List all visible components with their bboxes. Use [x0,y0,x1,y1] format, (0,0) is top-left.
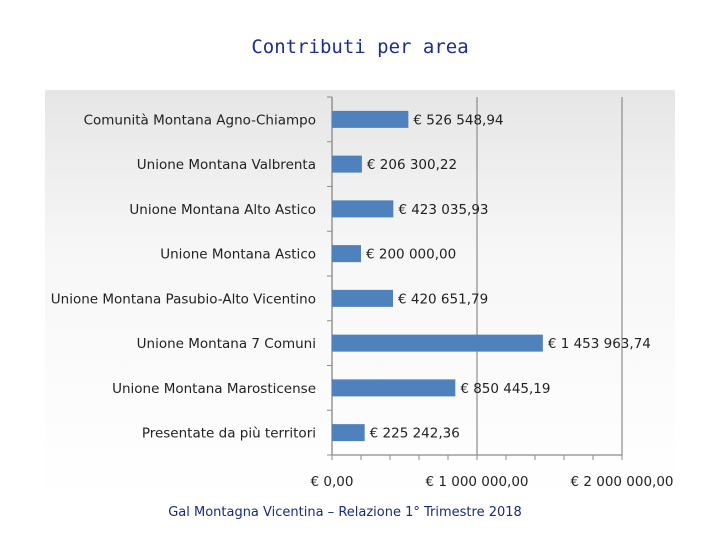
x-tick-label-0: € 0,00 [311,474,354,490]
bar-5 [332,334,543,352]
category-label-5: Unione Montana 7 Comuni [137,336,316,352]
bar-7 [332,424,365,442]
data-label-7: € 225 242,36 [370,426,460,442]
category-label-0: Comunità Montana Agno-Chiampo [84,112,316,128]
data-label-4: € 420 651,79 [398,291,488,307]
data-label-5: € 1 453 963,74 [548,336,651,352]
chart-title: Contributi per area [251,36,469,58]
bar-4 [332,289,393,307]
bar-1 [332,155,362,173]
data-label-0: € 526 548,94 [413,112,503,128]
category-label-7: Presentate da più territori [142,426,316,442]
data-label-6: € 850 445,19 [460,381,550,397]
bar-6 [332,379,456,397]
x-tick-label-1: € 1 000 000,00 [425,474,528,490]
category-label-6: Unione Montana Marosticense [112,381,316,397]
category-label-4: Unione Montana Pasubio-Alto Vicentino [51,291,316,307]
category-label-3: Unione Montana Astico [160,247,316,263]
category-label-2: Unione Montana Alto Astico [129,202,316,218]
category-label-1: Unione Montana Valbrenta [137,157,316,173]
bar-0 [332,110,409,128]
data-label-3: € 200 000,00 [366,247,456,263]
bar-2 [332,200,394,218]
data-label-2: € 423 035,93 [398,202,488,218]
bar-3 [332,245,361,263]
footer-caption: Gal Montagna Vicentina – Relazione 1° Tr… [168,505,522,520]
data-label-1: € 206 300,22 [367,157,457,173]
x-tick-label-2: € 2 000 000,00 [570,474,673,490]
